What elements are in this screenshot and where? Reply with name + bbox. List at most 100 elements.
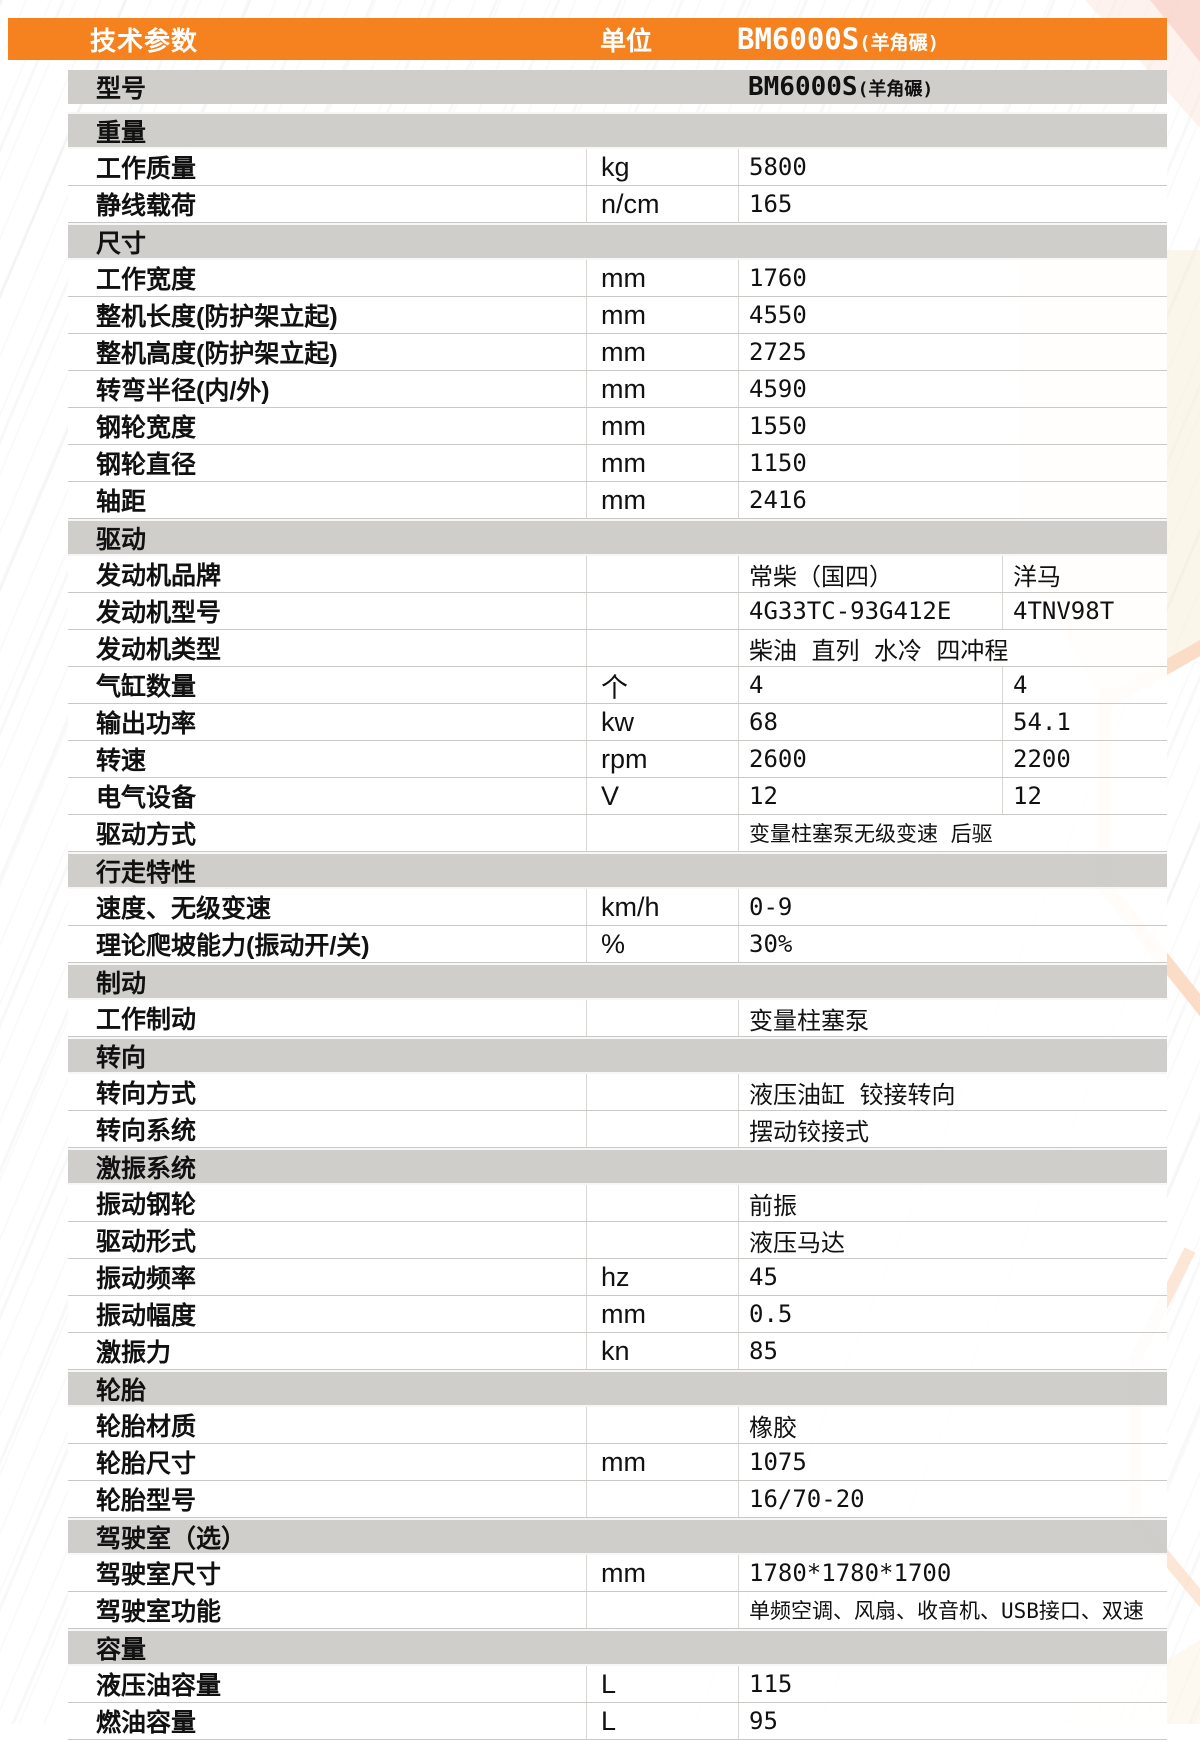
spec-row: 轮胎材质 橡胶 [68,1407,1167,1444]
value-cell-2: 洋马 [1002,556,1167,592]
unit-cell: mm [586,445,738,481]
unit-cell: kg [586,149,738,185]
param-name-cell: 振动幅度 [96,1302,197,1330]
section-header: 容量 [68,1629,1167,1666]
param-name-cell: 工作质量 [96,155,197,183]
unit-cell [586,1000,738,1036]
unit-cell: mm [586,1296,738,1332]
param-name-cell: 理论爬坡能力(振动开/关) [96,932,370,960]
value-cell: 30% [738,926,1167,962]
param-name-cell: 电气设备 [96,784,197,812]
param-name-cell: 轴距 [96,488,147,516]
section-header: 驱动 [68,519,1167,556]
param-name-cell: 振动钢轮 [96,1191,197,1219]
model-column-header: BM6000S(羊角碾) [737,22,939,56]
spec-row: 驱动形式 液压马达 [68,1222,1167,1259]
unit-cell: mm [586,297,738,333]
spec-row: 发动机品牌 常柴（国四） 洋马 [68,556,1167,593]
param-name-cell: 驾驶室尺寸 [96,1561,222,1589]
spec-row: 振动幅度 mm 0.5 [68,1296,1167,1333]
value-cell: 橡胶 [738,1407,1167,1443]
spec-row: 钢轮宽度 mm 1550 [68,408,1167,445]
value-cell-2: 4 [1002,667,1167,703]
value-cell: 1760 [738,260,1167,296]
spec-row: 速度、无级变速 km/h 0-9 [68,889,1167,926]
param-name-cell: 整机长度(防护架立起) [96,303,338,331]
param-name-cell: 静线载荷 [96,192,197,220]
unit-cell: V [586,778,738,814]
unit-cell: mm [586,371,738,407]
param-name-cell: 发动机型号 [96,599,222,627]
value-cell-1: 12 [738,778,1002,814]
value-cell: 柴油 直列 水冷 四冲程 [738,630,1167,666]
unit-cell: mm [586,1444,738,1480]
spec-row: 轮胎型号 16/70-20 [68,1481,1167,1518]
param-name-cell: 发动机品牌 [96,562,222,590]
param-name-cell: 发动机类型 [96,636,222,664]
spec-row: 钢轮直径 mm 1150 [68,445,1167,482]
spec-row: 燃油容量 L 95 [68,1703,1167,1740]
value-cell-2: 2200 [1002,741,1167,777]
unit-cell: L [586,1703,738,1739]
value-cell: 变量柱塞泵 [738,1000,1167,1036]
value-cell: 5800 [738,149,1167,185]
unit-cell [586,556,738,592]
value-cell: 1550 [738,408,1167,444]
model-row-value-main: BM6000S [748,72,858,102]
spec-row: 发动机型号 4G33TC-93G412E 4TNV98T [68,593,1167,630]
unit-cell: % [586,926,738,962]
spec-row: 驱动方式 变量柱塞泵无级变速 后驱 [68,815,1167,852]
value-cell-1: 常柴（国四） [738,556,1002,592]
unit-cell: kw [586,704,738,740]
value-cell: 4590 [738,371,1167,407]
value-cell: 16/70-20 [738,1481,1167,1517]
param-name-cell: 轮胎材质 [96,1413,197,1441]
spec-row: 理论爬坡能力(振动开/关)% 30% [68,926,1167,963]
spec-row: 转向系统 摆动铰接式 [68,1111,1167,1148]
param-name-cell: 钢轮直径 [96,451,197,479]
unit-cell: rpm [586,741,738,777]
value-cell: 95 [738,1703,1167,1739]
spec-row: 工作制动 变量柱塞泵 [68,1000,1167,1037]
unit-column-header: 单位 [600,25,653,56]
value-cell: 液压马达 [738,1222,1167,1258]
value-cell: 4550 [738,297,1167,333]
table-header-bar: 技术参数 单位 BM6000S(羊角碾) [8,18,1167,60]
spec-row: 驾驶室功能 单频空调、风扇、收音机、USB接口、双速 [68,1592,1167,1629]
value-cell: 45 [738,1259,1167,1295]
model-row-value: BM6000S(羊角碾) [748,72,933,102]
param-name-cell: 转向系统 [96,1117,197,1145]
model-name: BM6000S [737,22,860,56]
section-header: 激振系统 [68,1148,1167,1185]
value-cell: 1075 [738,1444,1167,1480]
unit-cell [586,1592,738,1628]
param-name-cell: 转速 [96,747,147,775]
spec-row: 转向方式 液压油缸 铰接转向 [68,1074,1167,1111]
section-header: 行走特性 [68,852,1167,889]
value-cell: 0.5 [738,1296,1167,1332]
section-header: 重量 [68,112,1167,149]
value-cell-1: 4G33TC-93G412E [738,593,1002,629]
value-cell: 2725 [738,334,1167,370]
spec-row: 静线载荷 n/cm 165 [68,186,1167,223]
unit-cell: mm [586,482,738,518]
unit-cell: L [586,1666,738,1702]
param-name-cell: 驱动形式 [96,1228,197,1256]
spec-row: 转速 rpm 2600 2200 [68,741,1167,778]
value-cell: 0-9 [738,889,1167,925]
param-name-cell: 激振力 [96,1339,172,1367]
param-name-cell: 转向方式 [96,1080,197,1108]
value-cell-1: 4 [738,667,1002,703]
value-cell: 1780*1780*1700 [738,1555,1167,1591]
param-name-cell: 转弯半径(内/外) [96,377,270,405]
param-name-cell: 速度、无级变速 [96,895,272,923]
param-name-cell: 驱动方式 [96,821,197,849]
unit-cell: hz [586,1259,738,1295]
section-header: 转向 [68,1037,1167,1074]
unit-cell: 个 [586,667,738,703]
spec-row: 工作宽度 mm 1760 [68,260,1167,297]
unit-cell [586,1222,738,1258]
value-cell: 液压油缸 铰接转向 [738,1074,1167,1110]
param-name-cell: 驾驶室功能 [96,1598,222,1626]
section-header: 驾驶室（选） [68,1518,1167,1555]
